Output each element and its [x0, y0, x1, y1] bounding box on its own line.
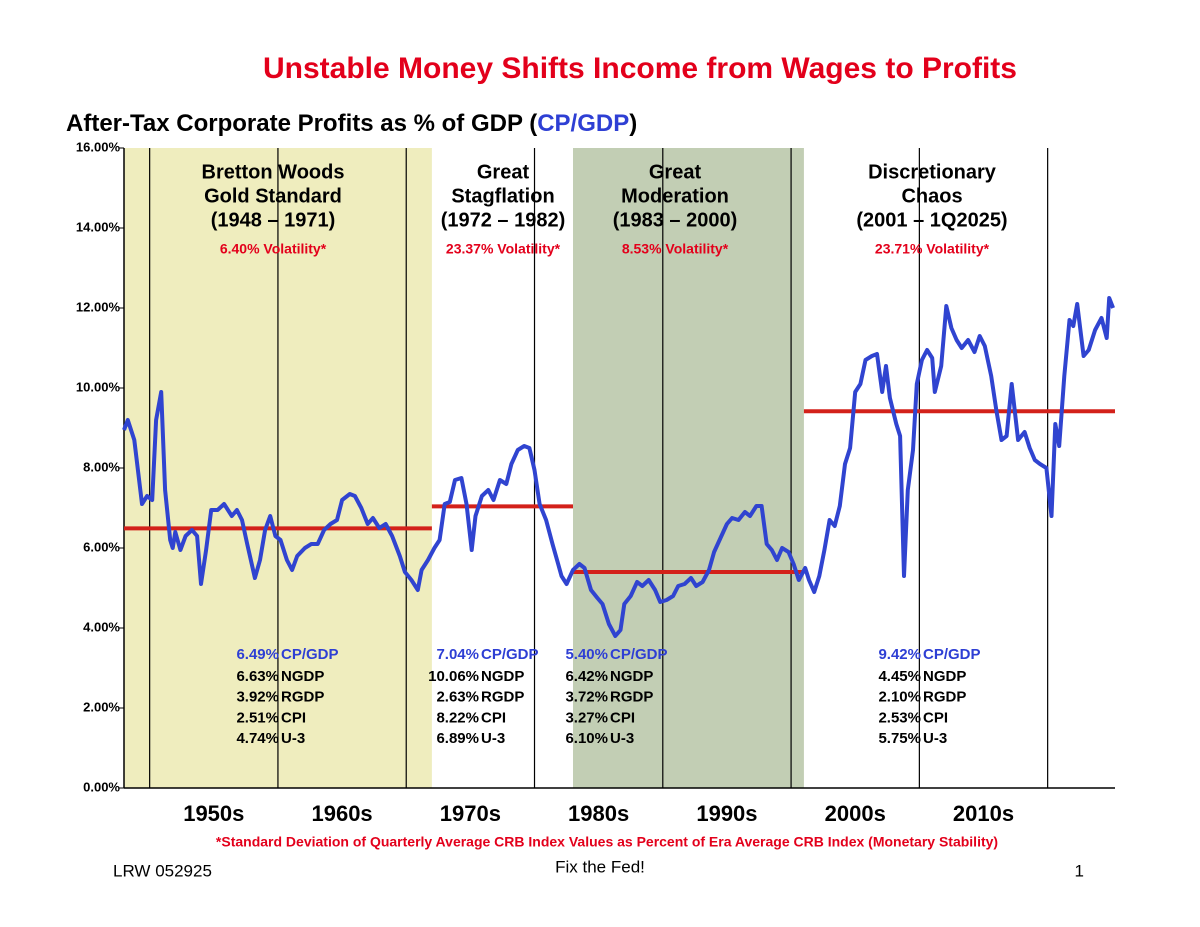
era-stat-name: U-3 [923, 730, 947, 747]
chart-subtitle: After-Tax Corporate Profits as % of GDP … [66, 110, 637, 137]
x-tick-label: 1980s [568, 801, 629, 826]
era-stat-value: 2.51% [236, 709, 279, 726]
era-mean-label: 6.49% [236, 646, 279, 663]
x-tick-label: 1990s [696, 801, 757, 826]
era-volatility: 23.37% Volatility* [446, 241, 561, 257]
era-mean-name: CP/GDP [923, 646, 981, 663]
footer-center: Fix the Fed! [555, 857, 645, 876]
footer-right: 1 [1075, 861, 1084, 880]
era-title: Chaos [901, 185, 962, 207]
era-title: (1972 – 1982) [441, 209, 566, 231]
era-stat-name: U-3 [481, 730, 505, 747]
subtitle-part: CP/GDP [537, 110, 629, 137]
era-title: Discretionary [868, 161, 997, 183]
y-tick-label: 2.00% [83, 699, 120, 714]
era-title: (2001 – 1Q2025) [856, 209, 1007, 231]
era-mean-name: CP/GDP [610, 646, 668, 663]
era-shade [572, 148, 804, 788]
x-tick-label: 2000s [825, 801, 886, 826]
era-stat-value: 6.42% [565, 668, 608, 685]
x-tick-label: 1950s [183, 801, 244, 826]
era-stat-name: RGDP [610, 689, 653, 706]
plot-area: 0.00% 2.00% 4.00% 6.00% 8.00% 10.00% 12.00% 14.… [76, 139, 1115, 826]
era-stat-value: 6.63% [236, 668, 279, 685]
era-title: (1948 – 1971) [211, 209, 336, 231]
subtitle-part: ) [629, 110, 637, 137]
era-title: Great [477, 161, 530, 183]
chart-title: Unstable Money Shifts Income from Wages … [263, 52, 1017, 85]
y-tick-label: 6.00% [83, 539, 120, 554]
era-stat-name: CPI [610, 709, 635, 726]
era-stat-name: NGDP [610, 668, 653, 685]
footer-left: LRW 052925 [113, 861, 212, 880]
x-tick-label: 1960s [311, 801, 372, 826]
era-mean-name: CP/GDP [281, 646, 339, 663]
era-stat-name: CPI [481, 709, 506, 726]
era-stat-value: 2.10% [878, 689, 921, 706]
era-title: Moderation [621, 185, 729, 207]
era-stat-name: NGDP [481, 668, 524, 685]
era-stat-name: U-3 [610, 730, 634, 747]
era-stat-name: RGDP [923, 689, 966, 706]
y-tick-label: 12.00% [76, 299, 121, 314]
data-line [122, 296, 1115, 638]
era-mean-label: 9.42% [878, 646, 921, 663]
era-title: Gold Standard [204, 185, 342, 207]
era-stat-value: 4.74% [236, 730, 279, 747]
era-stat-name: NGDP [281, 668, 324, 685]
y-tick-label: 16.00% [76, 139, 121, 154]
era-stat-value: 2.63% [436, 689, 479, 706]
era-stat-name: RGDP [281, 689, 324, 706]
y-tick-label: 14.00% [76, 219, 121, 234]
era-stat-name: CPI [281, 709, 306, 726]
era-stat-value: 2.53% [878, 709, 921, 726]
era-stat-name: NGDP [923, 668, 966, 685]
era-stat-value: 6.89% [436, 730, 479, 747]
era-title: (1983 – 2000) [613, 209, 738, 231]
footnote: *Standard Deviation of Quarterly Average… [216, 834, 998, 850]
era-stat-value: 10.06% [428, 668, 479, 685]
subtitle-part: After-Tax Corporate Profits as % of GDP … [66, 110, 537, 137]
era-stat-value: 3.27% [565, 709, 608, 726]
y-tick-label: 0.00% [83, 779, 120, 794]
era-volatility: 8.53% Volatility* [622, 241, 729, 257]
era-title: Great [649, 161, 702, 183]
x-tick-label: 2010s [953, 801, 1014, 826]
era-stat-name: U-3 [281, 730, 305, 747]
era-mean-name: CP/GDP [481, 646, 539, 663]
era-title: Stagflation [451, 185, 554, 207]
era-stat-name: CPI [923, 709, 948, 726]
era-stat-value: 5.75% [878, 730, 921, 747]
era-stat-value: 3.72% [565, 689, 608, 706]
era-stat-value: 4.45% [878, 668, 921, 685]
x-tick-label: 1970s [440, 801, 501, 826]
y-tick-label: 4.00% [83, 619, 120, 634]
era-stat-value: 6.10% [565, 730, 608, 747]
era-stat-value: 3.92% [236, 689, 279, 706]
y-tick-label: 8.00% [83, 459, 120, 474]
era-volatility: 6.40% Volatility* [220, 241, 327, 257]
y-tick-label: 10.00% [76, 379, 121, 394]
era-volatility: 23.71% Volatility* [875, 241, 990, 257]
era-mean-label: 5.40% [565, 646, 608, 663]
era-stat-name: RGDP [481, 689, 524, 706]
era-stat-value: 8.22% [436, 709, 479, 726]
era-mean-label: 7.04% [436, 646, 479, 663]
era-title: Bretton Woods [202, 161, 345, 183]
